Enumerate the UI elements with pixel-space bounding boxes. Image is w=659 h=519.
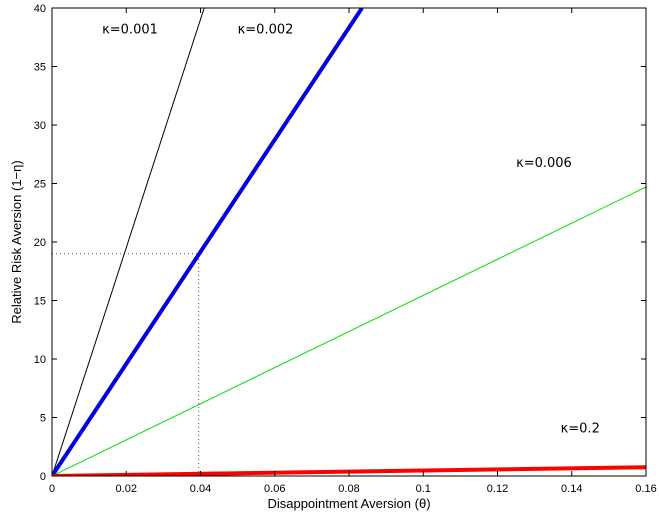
series-annotation-1: κ=0.002	[238, 23, 294, 38]
x-tick-label: 0.12	[487, 483, 508, 495]
y-tick-label: 40	[34, 3, 46, 15]
plot-background	[52, 8, 646, 476]
x-tick-label: 0.14	[561, 483, 582, 495]
series-annotation-0: κ=0.001	[102, 23, 158, 38]
y-tick-label: 35	[34, 62, 46, 74]
reference-lines	[52, 253, 200, 476]
axis-ticks: 0 0.02 0.04 0.06 0.08 0.1 0.12 0.14 0.16 0 5 10 15 20…	[34, 3, 657, 495]
annotations: κ=0.001 κ=0.002 κ=0.006 κ=0.2	[102, 23, 600, 437]
x-tick-label: 0.08	[338, 483, 359, 495]
x-tick-label: 0.04	[190, 483, 211, 495]
y-tick-label: 30	[34, 120, 46, 132]
x-tick-label: 0.02	[116, 483, 137, 495]
y-tick-label: 0	[40, 471, 46, 483]
series-line-2	[52, 186, 646, 476]
y-tick-label: 20	[34, 237, 46, 249]
x-tick-label: 0.16	[635, 483, 656, 495]
y-tick-label: 15	[34, 296, 46, 308]
series-line-0	[52, 8, 205, 476]
series-annotation-3: κ=0.2	[561, 422, 600, 437]
y-tick-label: 10	[34, 354, 46, 366]
y-tick-label: 25	[34, 179, 46, 191]
x-tick-label: 0.06	[264, 483, 285, 495]
y-tick-label: 5	[40, 413, 46, 425]
x-tick-label: 0.1	[416, 483, 431, 495]
series-line-1	[52, 8, 364, 476]
y-axis-label: Relative Risk Aversion (1−η)	[9, 160, 24, 323]
series-annotation-2: κ=0.006	[516, 156, 572, 171]
x-tick-label: 0	[49, 483, 55, 495]
x-axis-label: Disappointment Aversion (θ)	[267, 496, 430, 511]
